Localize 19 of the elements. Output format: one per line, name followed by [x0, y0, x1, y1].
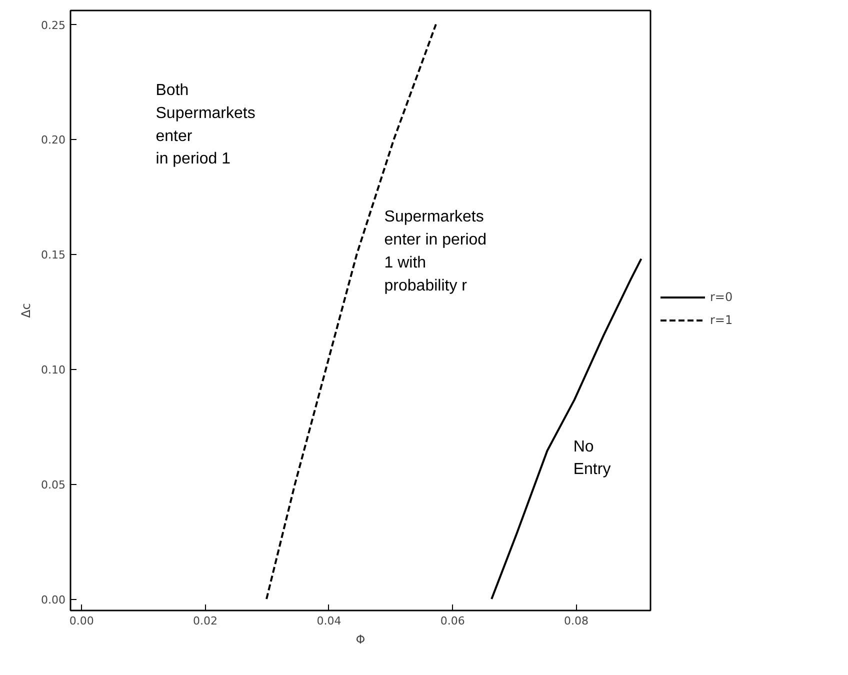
y-tick-label: 0.05 — [41, 478, 66, 492]
x-axis-title: Φ — [356, 632, 366, 646]
y-tick-label: 0.15 — [41, 248, 66, 262]
annotation: No Entry — [573, 438, 611, 478]
y-tick-label: 0.00 — [41, 594, 66, 607]
legend-label: r=0 — [710, 290, 733, 304]
x-tick-label: 0.00 — [69, 614, 94, 628]
line-series — [490, 258, 642, 600]
y-tick-label: 0.25 — [41, 18, 66, 32]
legend-label: r=1 — [710, 313, 733, 327]
y-tick-label: 0.20 — [41, 134, 66, 147]
x-tick-label: 0.02 — [193, 614, 218, 628]
annotation: Supermarkets enter in period 1 with probability r — [384, 208, 487, 294]
x-tick-label: 0.04 — [316, 614, 342, 628]
y-axis-title: Δc — [19, 303, 34, 318]
y-tick-label: 0.10 — [41, 364, 66, 377]
annotation: Both Supermarkets enter in period 1 — [156, 82, 256, 168]
x-tick-label: 0.06 — [440, 614, 465, 628]
x-tick-label: 0.08 — [564, 614, 589, 628]
